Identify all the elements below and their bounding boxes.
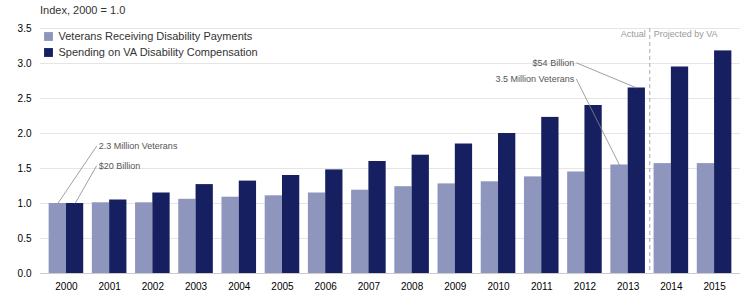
svg-text:2000: 2000: [55, 281, 78, 292]
svg-text:0.0: 0.0: [18, 268, 32, 279]
svg-text:0.5: 0.5: [18, 233, 32, 244]
svg-text:3.5: 3.5: [18, 23, 32, 34]
svg-text:2011: 2011: [531, 281, 553, 292]
svg-text:Veterans Receiving Disability: Veterans Receiving Disability Payments: [59, 30, 253, 42]
svg-text:2002: 2002: [142, 281, 165, 292]
svg-text:2005: 2005: [271, 281, 294, 292]
svg-text:2013: 2013: [617, 281, 640, 292]
svg-text:2015: 2015: [703, 281, 726, 292]
svg-text:2009: 2009: [444, 281, 467, 292]
svg-text:$20 Billion: $20 Billion: [99, 161, 141, 171]
svg-text:1.5: 1.5: [18, 163, 32, 174]
svg-text:2006: 2006: [315, 281, 338, 292]
svg-text:2001: 2001: [99, 281, 122, 292]
svg-text:2004: 2004: [228, 281, 251, 292]
svg-text:$54 Billion: $54 Billion: [533, 58, 575, 68]
svg-text:Spending on VA Disability Comp: Spending on VA Disability Compensation: [59, 46, 258, 58]
svg-text:2008: 2008: [401, 281, 424, 292]
svg-text:2010: 2010: [487, 281, 510, 292]
svg-text:2.3 Million Veterans: 2.3 Million Veterans: [99, 141, 178, 151]
svg-text:2.0: 2.0: [18, 128, 32, 139]
svg-text:Projected by VA: Projected by VA: [654, 29, 718, 39]
svg-text:1.0: 1.0: [18, 198, 32, 209]
svg-text:2007: 2007: [358, 281, 381, 292]
svg-text:2012: 2012: [574, 281, 597, 292]
svg-text:2.5: 2.5: [18, 93, 32, 104]
svg-text:3.5 Million Veterans: 3.5 Million Veterans: [496, 74, 575, 84]
svg-text:2014: 2014: [660, 281, 683, 292]
html-text:Index, 2000 = 1.0: Index, 2000 = 1.0: [40, 4, 126, 16]
svg-text:Actual: Actual: [621, 29, 646, 39]
svg-text:2003: 2003: [185, 281, 208, 292]
svg-text:3.0: 3.0: [18, 58, 32, 69]
